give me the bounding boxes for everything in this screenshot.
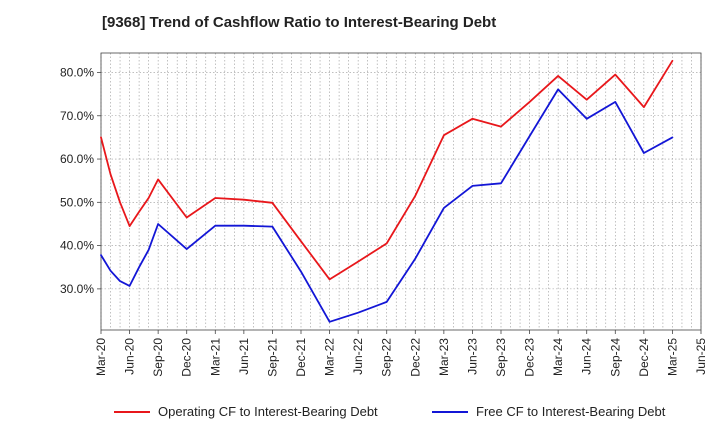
x-tick-label: Mar-25 <box>665 338 679 376</box>
y-tick-label: 60.0% <box>60 152 94 166</box>
x-tick-label: Sep-20 <box>151 338 165 377</box>
y-tick-label: 50.0% <box>60 195 94 209</box>
legend-swatch-operating-cf <box>114 410 150 413</box>
legend-item-operating-cf: Operating CF to Interest-Bearing Debt <box>114 404 378 419</box>
legend-item-free-cf: Free CF to Interest-Bearing Debt <box>432 404 665 419</box>
x-tick-label: Mar-21 <box>208 338 222 376</box>
y-tick-label: 30.0% <box>60 282 94 296</box>
x-tick-label: Jun-23 <box>465 338 479 375</box>
plot-frame <box>100 52 702 331</box>
x-tick-label: Dec-21 <box>294 338 308 377</box>
x-tick-label: Jun-25 <box>694 338 708 375</box>
x-tick-label: Mar-23 <box>437 338 451 376</box>
series-line-1 <box>100 88 674 323</box>
x-tick-label: Jun-24 <box>580 338 594 375</box>
x-tick-label: Dec-20 <box>180 338 194 377</box>
x-tick-label: Jun-22 <box>351 338 365 375</box>
x-tick-label: Mar-24 <box>551 338 565 376</box>
y-tick-label: 40.0% <box>60 239 94 253</box>
x-tick-label: Mar-22 <box>323 338 337 376</box>
x-tick-label: Dec-23 <box>523 338 537 377</box>
x-tick-label: Jun-21 <box>237 338 251 375</box>
y-tick-label: 70.0% <box>60 109 94 123</box>
series-line-0 <box>100 59 674 281</box>
legend-swatch-free-cf <box>432 410 468 413</box>
x-tick-label: Sep-22 <box>380 338 394 377</box>
chart-title: [9368] Trend of Cashflow Ratio to Intere… <box>102 14 497 31</box>
x-tick-label: Jun-20 <box>123 338 137 375</box>
x-tick-label: Sep-24 <box>608 338 622 377</box>
legend-label-operating-cf: Operating CF to Interest-Bearing Debt <box>158 404 378 419</box>
x-tick-label: Sep-21 <box>265 338 279 377</box>
x-tick-label: Mar-20 <box>94 338 108 376</box>
x-tick-label: Dec-24 <box>637 338 651 377</box>
x-tick-label: Dec-22 <box>408 338 422 377</box>
legend-label-free-cf: Free CF to Interest-Bearing Debt <box>476 404 666 419</box>
x-tick-label: Sep-23 <box>494 338 508 377</box>
y-tick-label: 80.0% <box>60 65 94 79</box>
plot-area <box>101 53 701 330</box>
